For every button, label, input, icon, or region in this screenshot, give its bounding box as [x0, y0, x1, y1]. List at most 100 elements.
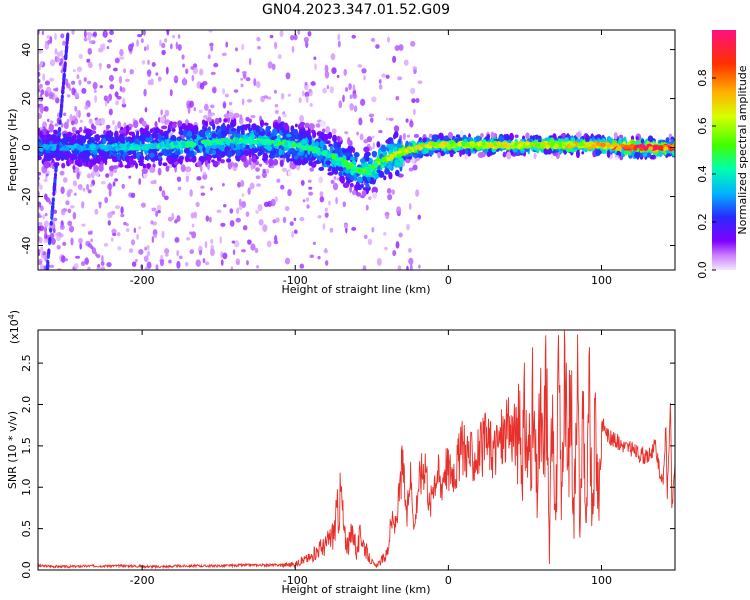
spectrogram-speckle	[237, 181, 242, 188]
spectrogram-speckle	[67, 220, 73, 227]
spectrogram-speckle	[270, 198, 276, 207]
spectrogram-speckle	[155, 210, 159, 217]
spectrogram-cell	[255, 156, 259, 160]
spectrogram-speckle	[222, 252, 228, 260]
spectrogram-speckle	[246, 260, 249, 266]
spectrogram-cell	[409, 142, 413, 147]
spectrogram-cell	[204, 160, 209, 166]
spectrogram-speckle	[241, 70, 247, 75]
spectrogram-speckle	[392, 250, 397, 257]
spectrogram-speckle	[300, 179, 305, 186]
spectrogram-cell	[220, 159, 225, 164]
spectrogram-streak	[50, 209, 54, 215]
spectrogram-speckle	[361, 68, 367, 74]
spectrogram-speckle	[108, 108, 113, 116]
spectrogram-speckle	[147, 59, 150, 65]
spectrogram-cell	[227, 161, 233, 170]
spectrogram-cell	[191, 133, 197, 140]
spectrogram-streak	[60, 97, 64, 103]
spectrogram-cell	[371, 186, 378, 194]
spectrogram-streak	[49, 227, 53, 233]
spectrogram-cell	[100, 117, 106, 125]
spectrogram-cell	[205, 149, 210, 154]
spectrogram-cell	[349, 175, 355, 181]
spectrogram-ridge-cell	[407, 148, 413, 153]
spectrogram-speckle	[363, 139, 369, 144]
spectrogram-speckle	[96, 266, 102, 270]
spectrogram-speckle	[210, 187, 213, 191]
snr-ytick-label: 1.5	[20, 437, 33, 455]
spectrogram-speckle	[263, 201, 270, 208]
spectrogram-speckle	[192, 67, 198, 75]
spectrogram-speckle	[171, 34, 176, 39]
spectrogram-cell	[344, 168, 351, 174]
spectrogram-ytick-label: 0	[20, 144, 33, 151]
spectrogram-speckle	[155, 72, 159, 76]
spectrogram-speckle	[328, 200, 331, 206]
spectrogram-speckle	[112, 232, 117, 237]
spectrogram-cell	[342, 148, 348, 154]
spectrogram-speckle	[247, 187, 251, 195]
spectrogram-streak	[59, 109, 63, 115]
spectrogram-speckle	[111, 228, 117, 235]
spectrogram-cell	[83, 155, 90, 163]
spectrogram-speckle	[196, 176, 202, 181]
spectrogram-speckle	[41, 30, 45, 35]
spectrogram-speckle	[303, 83, 309, 91]
spectrogram-speckle	[59, 49, 64, 57]
spectrogram-speckle	[323, 249, 329, 254]
spectrogram-ridge-cell	[321, 151, 328, 156]
spectrogram-cell	[382, 147, 386, 152]
spectrogram-ridge-cell	[186, 142, 191, 147]
spectrogram-speckle	[284, 205, 290, 212]
spectrogram-speckle	[138, 178, 142, 185]
spectrogram-streak	[49, 220, 53, 226]
spectrogram-streak	[58, 119, 62, 125]
spectrogram-speckle	[385, 74, 390, 79]
spectrogram-speckle	[73, 263, 79, 270]
spectrogram-cell	[146, 130, 151, 138]
spectrogram-speckle	[273, 240, 279, 245]
spectrogram-ridge-cell	[76, 144, 81, 150]
spectrogram-cell	[262, 155, 268, 162]
spectrogram-speckle	[293, 217, 297, 221]
spectrogram-speckle	[59, 170, 65, 176]
spectrogram-speckle	[255, 175, 261, 180]
spectrogram-cell	[46, 130, 50, 134]
spectrogram-speckle	[114, 125, 118, 132]
spectrogram-speckle	[406, 134, 410, 138]
spectrogram-speckle	[130, 192, 136, 199]
spectrogram-speckle	[76, 66, 83, 73]
spectrogram-ridge-cell	[496, 144, 501, 149]
spectrogram-speckle	[371, 96, 377, 103]
spectrogram-speckle	[86, 80, 92, 85]
spectrogram-cell	[504, 134, 510, 141]
spectrogram-speckle	[338, 100, 343, 109]
spectrogram-cell	[312, 131, 317, 137]
snr-ytick-label: 0.5	[20, 520, 33, 538]
spectrogram-speckle	[89, 40, 94, 44]
spectrogram-cell	[331, 166, 336, 174]
spectrogram-speckle	[310, 81, 316, 86]
spectrogram-speckle	[74, 117, 79, 125]
spectrogram-speckle	[241, 249, 246, 253]
spectrogram-speckle	[49, 36, 53, 44]
spectrogram-speckle	[106, 46, 110, 50]
spectrogram-speckle	[106, 63, 111, 69]
spectrogram-speckle	[238, 206, 243, 211]
spectrogram-speckle	[138, 249, 144, 255]
spectrogram-speckle	[210, 104, 215, 109]
spectrogram-cell	[422, 137, 427, 143]
spectrogram-speckle	[87, 231, 91, 235]
spectrogram-cell	[203, 120, 209, 126]
spectrogram-speckle	[101, 255, 104, 263]
spectrogram-ridge-cell	[356, 167, 364, 173]
spectrogram-cell	[305, 156, 311, 161]
spectrogram-cell	[207, 163, 210, 171]
spectrogram-ridge-cell	[180, 141, 186, 146]
spectrogram-speckle	[240, 179, 245, 188]
spectrogram-speckle	[61, 255, 66, 263]
spectrogram-speckle	[108, 74, 115, 82]
spectrogram-xtick-label: -100	[283, 274, 308, 287]
spectrogram-speckle	[115, 100, 119, 106]
